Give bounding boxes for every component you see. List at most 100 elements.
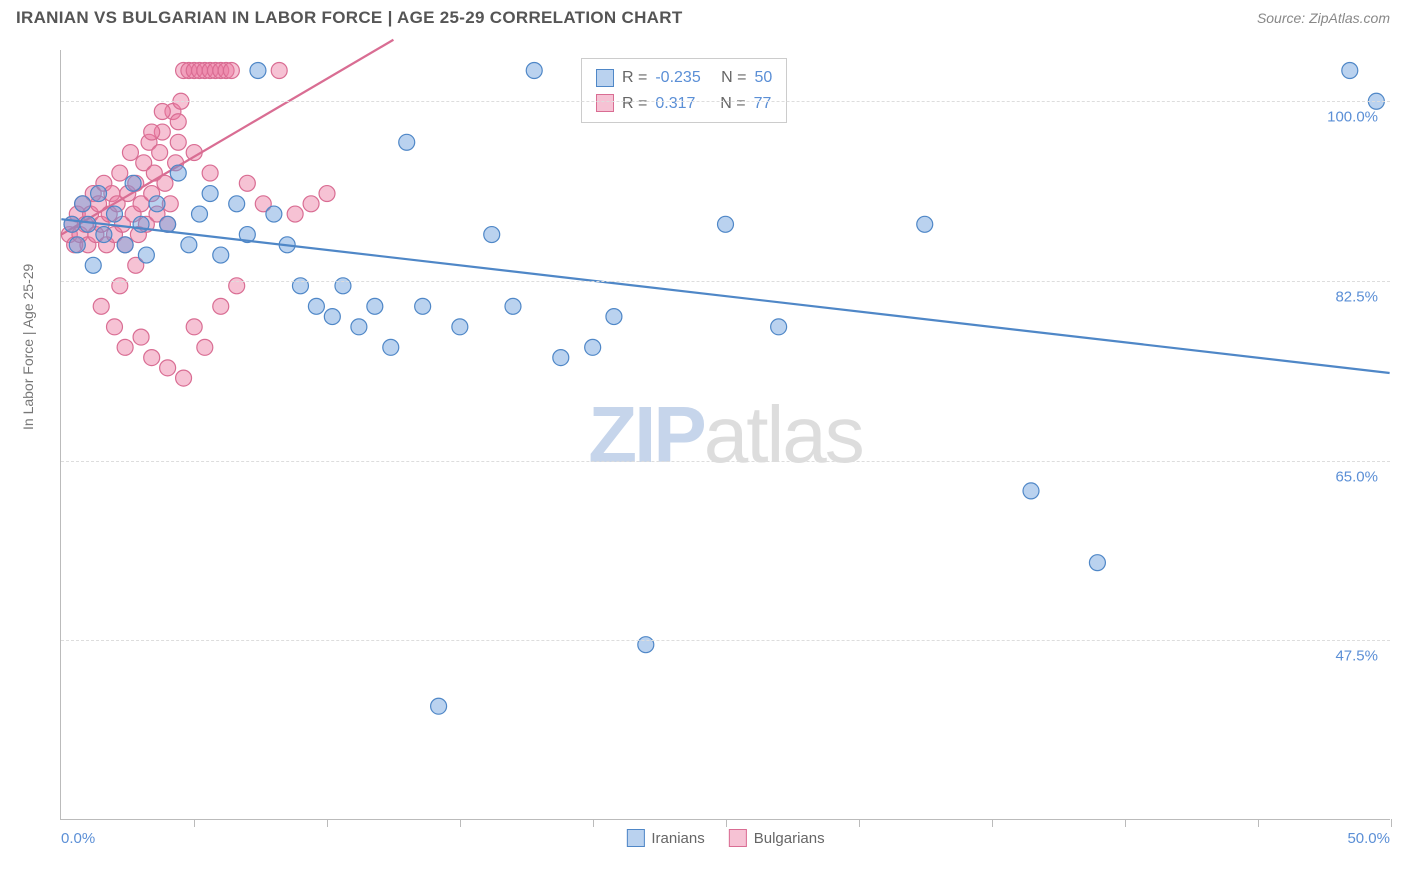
data-point <box>718 216 734 232</box>
data-point <box>149 196 165 212</box>
data-point <box>69 237 85 253</box>
data-point <box>239 175 255 191</box>
stat-value: 0.317 <box>655 91 695 117</box>
data-point <box>351 319 367 335</box>
y-tick-label: 47.5% <box>1335 648 1378 665</box>
data-point <box>160 360 176 376</box>
data-point <box>117 237 133 253</box>
data-point <box>117 339 133 355</box>
stat-label: N = <box>720 91 745 117</box>
data-point <box>213 298 229 314</box>
swatch-icon <box>596 69 614 87</box>
data-point <box>367 298 383 314</box>
stat-label: R = <box>622 91 647 117</box>
x-tick <box>992 819 993 827</box>
data-point <box>170 165 186 181</box>
stat-label: R = <box>622 65 647 91</box>
gridline <box>61 281 1390 282</box>
x-axis-max-label: 50.0% <box>1347 830 1390 847</box>
data-point <box>93 298 109 314</box>
data-point <box>202 186 218 202</box>
data-point <box>213 247 229 263</box>
stat-value: -0.235 <box>655 65 700 91</box>
swatch-icon <box>729 829 747 847</box>
data-point <box>526 63 542 79</box>
plot-area: ZIPatlas R = -0.235 N = 50 R = 0.317 N =… <box>60 50 1390 820</box>
data-point <box>1023 483 1039 499</box>
data-point <box>80 216 96 232</box>
legend-label: Iranians <box>651 830 704 847</box>
stat-value: 77 <box>754 91 772 117</box>
data-point <box>303 196 319 212</box>
stats-legend: R = -0.235 N = 50 R = 0.317 N = 77 <box>581 58 787 123</box>
y-tick-label: 65.0% <box>1335 468 1378 485</box>
x-tick <box>460 819 461 827</box>
data-point <box>1342 63 1358 79</box>
data-point <box>202 165 218 181</box>
data-point <box>324 309 340 325</box>
gridline <box>61 461 1390 462</box>
data-point <box>144 350 160 366</box>
y-axis-label: In Labor Force | Age 25-29 <box>20 264 36 430</box>
data-point <box>399 134 415 150</box>
data-point <box>383 339 399 355</box>
stats-legend-row: R = 0.317 N = 77 <box>596 91 772 117</box>
x-tick <box>859 819 860 827</box>
gridline <box>61 640 1390 641</box>
data-point <box>638 637 654 653</box>
data-point <box>170 114 186 130</box>
data-point <box>176 370 192 386</box>
data-point <box>505 298 521 314</box>
legend-label: Bulgarians <box>754 830 825 847</box>
data-point <box>170 134 186 150</box>
data-point <box>181 237 197 253</box>
series-legend: Iranians Bulgarians <box>626 829 824 847</box>
data-point <box>85 257 101 273</box>
x-tick <box>726 819 727 827</box>
x-tick <box>1258 819 1259 827</box>
title-bar: IRANIAN VS BULGARIAN IN LABOR FORCE | AG… <box>0 0 1406 32</box>
data-point <box>112 165 128 181</box>
data-point <box>223 63 239 79</box>
data-point <box>229 196 245 212</box>
source-label: Source: ZipAtlas.com <box>1257 10 1390 26</box>
data-point <box>771 319 787 335</box>
data-point <box>431 698 447 714</box>
x-tick <box>1125 819 1126 827</box>
y-tick-label: 100.0% <box>1327 109 1378 126</box>
data-point <box>308 298 324 314</box>
stats-legend-row: R = -0.235 N = 50 <box>596 65 772 91</box>
data-point <box>452 319 468 335</box>
x-tick <box>194 819 195 827</box>
data-point <box>606 309 622 325</box>
swatch-icon <box>626 829 644 847</box>
data-point <box>250 63 266 79</box>
data-point <box>154 104 170 120</box>
x-tick <box>1391 819 1392 827</box>
data-point <box>1089 555 1105 571</box>
data-point <box>138 247 154 263</box>
data-point <box>122 145 138 161</box>
chart-svg <box>61 50 1390 819</box>
data-point <box>484 227 500 243</box>
data-point <box>107 319 123 335</box>
data-point <box>75 196 91 212</box>
legend-item: Iranians <box>626 829 704 847</box>
data-point <box>133 329 149 345</box>
y-tick-label: 82.5% <box>1335 289 1378 306</box>
x-axis-min-label: 0.0% <box>61 830 95 847</box>
data-point <box>271 63 287 79</box>
data-point <box>415 298 431 314</box>
chart-title: IRANIAN VS BULGARIAN IN LABOR FORCE | AG… <box>16 8 683 28</box>
stat-label: N = <box>721 65 746 91</box>
data-point <box>107 206 123 222</box>
data-point <box>287 206 303 222</box>
swatch-icon <box>596 94 614 112</box>
data-point <box>917 216 933 232</box>
legend-item: Bulgarians <box>729 829 825 847</box>
data-point <box>192 206 208 222</box>
data-point <box>319 186 335 202</box>
data-point <box>144 124 160 140</box>
data-point <box>553 350 569 366</box>
x-tick <box>327 819 328 827</box>
